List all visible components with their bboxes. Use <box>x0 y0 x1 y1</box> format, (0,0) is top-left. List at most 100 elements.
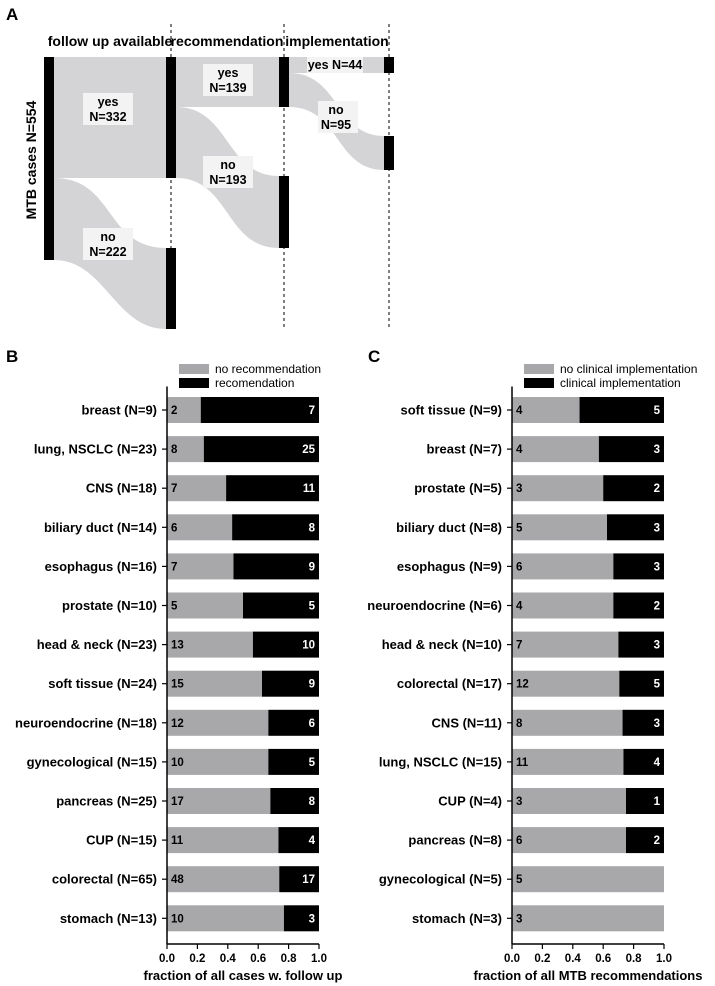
b-bar-segment-black <box>283 905 319 932</box>
b-legend-label-1: no recommendation <box>215 362 321 376</box>
c-value-label-grey: 7 <box>516 640 522 652</box>
c-value-label-grey: 4 <box>516 405 523 417</box>
c-value-label-grey: 3 <box>516 913 522 925</box>
b-legend-label-2: recomendation <box>215 376 294 390</box>
b-category-label: breast (N=9) <box>82 403 158 418</box>
b-bar-segment-grey <box>167 788 271 814</box>
b-x-tick-label: 1.0 <box>311 953 327 965</box>
b-value-label-black: 8 <box>309 796 316 808</box>
c-bar-segment-black <box>623 748 664 775</box>
b-value-label-grey: 48 <box>171 874 184 886</box>
c-bar-segment-grey <box>512 788 626 814</box>
b-bar-segment-black <box>200 397 319 423</box>
b-category-label: prostate (N=10) <box>62 598 157 613</box>
c-bar-segment-grey <box>512 748 624 775</box>
b-bar-segment-grey <box>167 592 243 619</box>
c-value-label-black: 2 <box>654 601 660 613</box>
c-value-label-grey: 8 <box>516 718 523 730</box>
c-value-label-black: 5 <box>654 679 661 691</box>
c-value-label-grey: 3 <box>516 796 522 808</box>
stage-header-recommendation: recommendation <box>171 33 284 49</box>
b-bar-segment-grey <box>167 631 253 658</box>
label-box-recommendation-yes <box>203 64 253 96</box>
b-bar-segment-black <box>270 788 319 814</box>
b-bar-segment-grey <box>167 397 201 423</box>
b-x-tick-label: 0.4 <box>220 953 237 965</box>
c-value-label-black: 3 <box>654 640 660 652</box>
c-legend-label-2: clinical implementation <box>560 376 681 390</box>
c-bar-segment-black <box>607 514 664 541</box>
b-value-label-grey: 17 <box>171 796 184 808</box>
b-value-label-grey: 5 <box>171 601 178 613</box>
b-value-label-black: 3 <box>309 913 315 925</box>
panel-letter-b: B <box>6 347 18 366</box>
b-category-label: CUP (N=15) <box>86 833 157 848</box>
c-x-tick-label: 0.0 <box>504 953 520 965</box>
c-bar-segment-grey <box>512 514 607 541</box>
b-value-label-black: 25 <box>302 444 315 456</box>
b-bar-segment-black <box>203 436 319 463</box>
b-value-label-grey: 12 <box>171 718 184 730</box>
c-bar-segment-grey <box>512 905 664 932</box>
b-value-label-grey: 6 <box>171 522 177 534</box>
label-implementation-no-n: N=95 <box>321 118 351 132</box>
panel-letter-c: C <box>368 347 380 366</box>
c-legend-swatch-1 <box>524 364 554 374</box>
c-bar-segment-black <box>622 709 664 736</box>
c-category-label: soft tissue (N=9) <box>401 403 503 418</box>
b-bar-segment-grey <box>167 670 262 697</box>
c-category-label: pancreas (N=8) <box>408 833 502 848</box>
b-x-tick-label: 0.2 <box>189 953 205 965</box>
b-bar-segment-black <box>268 748 319 775</box>
c-value-label-black: 4 <box>654 757 661 769</box>
node-recommendation-no <box>279 176 289 248</box>
label-followup-yes-n: N=332 <box>89 110 126 124</box>
b-value-label-black: 9 <box>309 561 315 573</box>
c-value-label-grey: 6 <box>516 835 522 847</box>
b-bar-segment-grey <box>167 553 234 580</box>
b-value-label-grey: 7 <box>171 483 177 495</box>
c-value-label-black: 2 <box>654 835 660 847</box>
b-bar-segment-grey <box>167 475 227 502</box>
panel-letter-a: A <box>6 5 18 24</box>
c-category-label: stomach (N=3) <box>412 911 502 926</box>
c-value-label-black: 3 <box>654 561 660 573</box>
c-bar-segment-grey <box>512 631 619 658</box>
b-category-label: colorectal (N=65) <box>52 872 157 887</box>
c-bar-segment-grey <box>512 866 664 893</box>
c-value-label-black: 3 <box>654 444 660 456</box>
c-value-label-black: 3 <box>654 522 660 534</box>
c-bar-segment-grey <box>512 592 614 619</box>
b-value-label-black: 5 <box>309 601 316 613</box>
b-category-label: biliary duct (N=14) <box>44 520 157 535</box>
b-value-label-grey: 10 <box>171 913 184 925</box>
b-category-label: soft tissue (N=24) <box>48 676 157 691</box>
b-x-tick-label: 0.6 <box>250 953 266 965</box>
c-category-label: CNS (N=11) <box>432 715 502 730</box>
b-category-label: pancreas (N=25) <box>56 794 157 809</box>
c-x-tick-label: 1.0 <box>656 953 672 965</box>
sankey-y-label: MTB cases N=554 <box>23 100 39 219</box>
c-value-label-grey: 5 <box>516 522 523 534</box>
label-recommendation-yes-n: N=139 <box>209 81 246 95</box>
b-value-label-black: 8 <box>309 522 316 534</box>
c-category-label: CUP (N=4) <box>438 794 502 809</box>
b-value-label-grey: 7 <box>171 561 177 573</box>
c-value-label-grey: 4 <box>516 444 523 456</box>
c-x-tick-label: 0.4 <box>565 953 582 965</box>
b-bar-segment-grey <box>167 709 269 736</box>
c-category-label: esophagus (N=9) <box>397 559 502 574</box>
c-bar-segment-black <box>598 436 664 463</box>
label-recommendation-no: no <box>220 158 236 172</box>
b-bar-segment-grey <box>167 866 280 893</box>
b-bar-segment-black <box>262 670 319 697</box>
c-value-label-black: 1 <box>654 796 661 808</box>
label-recommendation-yes: yes <box>218 66 239 80</box>
node-implementation-no <box>384 136 394 170</box>
c-category-label: prostate (N=5) <box>414 481 502 496</box>
b-value-label-black: 10 <box>302 640 315 652</box>
c-category-label: biliary duct (N=8) <box>396 520 502 535</box>
b-category-label: lung, NSCLC (N=23) <box>34 442 157 457</box>
